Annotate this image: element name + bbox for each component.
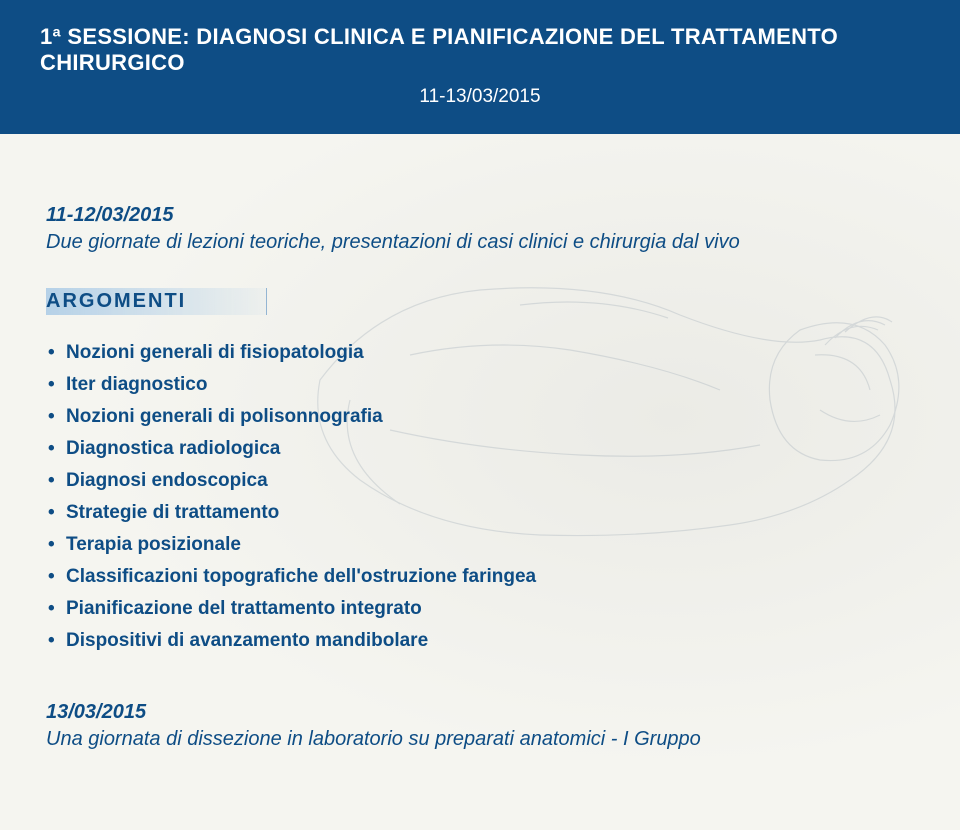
section2-block: 13/03/2015 Una giornata di dissezione in… [46,701,914,751]
session-header: 1ª SESSIONE: DIAGNOSI CLINICA E PIANIFIC… [0,0,960,134]
section2-description: Una giornata di dissezione in laboratori… [46,728,914,751]
arguments-list: Nozioni generali di fisiopatologia Iter … [46,337,914,657]
list-item: Pianificazione del trattamento integrato [46,593,914,625]
arguments-label: ARGOMENTI [46,288,267,315]
list-item: Nozioni generali di polisonnografia [46,401,914,433]
section2-date: 13/03/2015 [46,701,914,724]
list-item: Diagnostica radiologica [46,433,914,465]
section1-date: 11-12/03/2015 [46,204,914,227]
section1-description: Due giornate di lezioni teoriche, presen… [46,231,914,254]
list-item: Strategie di trattamento [46,497,914,529]
list-item: Classificazioni topografiche dell'ostruz… [46,561,914,593]
list-item: Terapia posizionale [46,529,914,561]
list-item: Dispositivi di avanzamento mandibolare [46,625,914,657]
list-item: Nozioni generali di fisiopatologia [46,337,914,369]
session-title: 1ª SESSIONE: DIAGNOSI CLINICA E PIANIFIC… [40,24,920,76]
session-date-range: 11-13/03/2015 [40,86,920,108]
list-item: Diagnosi endoscopica [46,465,914,497]
list-item: Iter diagnostico [46,369,914,401]
page-content: 11-12/03/2015 Due giornate di lezioni te… [0,134,960,751]
